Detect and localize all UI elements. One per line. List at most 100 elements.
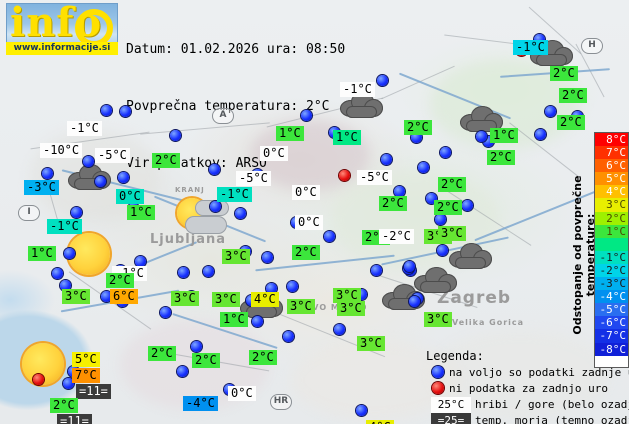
temperature-label: 2°C: [487, 150, 515, 165]
temperature-label: -1°C: [513, 40, 548, 55]
station-dot-available[interactable]: [394, 186, 405, 197]
scale-step: 2°C: [595, 211, 628, 225]
station-dot-available[interactable]: [266, 283, 277, 294]
logo[interactable]: info www.informacije.si: [6, 0, 118, 55]
station-dot-available[interactable]: [120, 106, 131, 117]
temperature-label: 2°C: [192, 353, 220, 368]
station-dot-available[interactable]: [177, 366, 188, 377]
cloud-icon: [447, 241, 493, 269]
station-dot-available[interactable]: [203, 266, 214, 277]
station-dot-available[interactable]: [418, 162, 429, 173]
station-dot-available[interactable]: [371, 265, 382, 276]
logo-url: www.informacije.si: [6, 42, 118, 55]
scale-step: -2°C: [595, 263, 628, 278]
station-dot-available[interactable]: [409, 296, 420, 307]
station-dot-available[interactable]: [42, 168, 53, 179]
temperature-label: 3°C: [62, 289, 90, 304]
station-dot-available[interactable]: [252, 316, 263, 327]
cloud-icon: [412, 265, 458, 293]
station-dot-available[interactable]: [356, 405, 367, 416]
legend-red-dot-text: ni podatka za zadnjo uro: [449, 382, 608, 395]
sea-temperature-label: =11=: [76, 384, 111, 399]
station-dot-available[interactable]: [426, 193, 437, 204]
temperature-label: 3°C: [438, 226, 466, 241]
station-dot-available[interactable]: [160, 307, 171, 318]
legend-hill-chip: 25°C: [431, 397, 471, 413]
legend-row-blue-dot: na voljo so podatki zadnje ure: [424, 365, 629, 381]
scale-step: 5°C: [595, 172, 628, 186]
station-dot-available[interactable]: [178, 267, 189, 278]
station-dot-available[interactable]: [377, 75, 388, 86]
station-dot-available[interactable]: [95, 176, 106, 187]
station-dot-available[interactable]: [63, 378, 74, 389]
legend-blue-dot-text: na voljo so podatki zadnje ure: [449, 366, 629, 379]
station-dot-available[interactable]: [535, 129, 546, 140]
temperature-label: 2°C: [292, 245, 320, 260]
scale-step: -7°C: [595, 329, 628, 343]
legend-title: Legenda:: [426, 349, 484, 363]
station-dot-available[interactable]: [287, 281, 298, 292]
station-dot-available[interactable]: [209, 164, 220, 175]
temperature-label: 3°C: [212, 292, 240, 307]
station-dot-available[interactable]: [440, 147, 451, 158]
temperature-label: 2°C: [152, 153, 180, 168]
station-dot-available[interactable]: [324, 231, 335, 242]
station-dot-available[interactable]: [83, 156, 94, 167]
scale-title-rotated: Odstopanje od povprečne temperature:: [571, 132, 597, 368]
scale-step: -1°C: [595, 250, 628, 264]
station-dot-available[interactable]: [210, 201, 221, 212]
temperature-label: 2°C: [249, 350, 277, 365]
station-dot-available[interactable]: [118, 172, 129, 183]
station-dot-available[interactable]: [283, 331, 294, 342]
scale-step: -4°C: [595, 290, 628, 304]
city-label: KRANJ: [175, 186, 205, 194]
station-dot-available[interactable]: [101, 105, 112, 116]
city-label: Ljubljana: [150, 232, 227, 247]
scale-step: 7°C: [595, 146, 628, 160]
station-dot-no-data[interactable]: [339, 170, 350, 181]
temperature-label: 6°C: [110, 289, 138, 304]
mountain-temperature-label: -5°C: [95, 148, 130, 163]
station-dot-available[interactable]: [52, 268, 63, 279]
station-dot-available[interactable]: [381, 154, 392, 165]
station-dot-available[interactable]: [411, 132, 422, 143]
station-dot-available[interactable]: [356, 289, 367, 300]
station-dot-available[interactable]: [334, 324, 345, 335]
station-dot-available[interactable]: [462, 200, 473, 211]
mountain-temperature-label: -5°C: [236, 171, 271, 186]
legend-sea-chip: =25=: [431, 413, 471, 424]
station-dot-available[interactable]: [534, 34, 545, 45]
temperature-label: 2°C: [148, 346, 176, 361]
temperature-label: 1°C: [28, 246, 56, 261]
station-dot-available[interactable]: [235, 208, 246, 219]
mountain-temperature-label: 0°C: [292, 185, 320, 200]
station-dot-no-data[interactable]: [33, 374, 44, 385]
scale-step: 4°C: [595, 185, 628, 199]
station-dot-available[interactable]: [545, 106, 556, 117]
temperature-label: 5°C: [72, 352, 100, 367]
station-dot-available[interactable]: [483, 136, 494, 147]
station-dot-available[interactable]: [191, 341, 202, 352]
temperature-label: 4°C: [366, 420, 394, 424]
station-dot-available[interactable]: [71, 207, 82, 218]
temperature-label: 3°C: [337, 301, 365, 316]
legend-sea-text: temp. morja (temno ozadje): [475, 414, 629, 424]
station-dot-available[interactable]: [64, 248, 75, 259]
station-dot-available[interactable]: [404, 261, 415, 272]
header-average-temperature: Povprečna temperatura: 2°C: [126, 99, 330, 114]
city-label: Velika Gorica: [452, 318, 525, 327]
station-dot-available[interactable]: [135, 256, 146, 267]
station-dot-available[interactable]: [170, 130, 181, 141]
scale-step: -5°C: [595, 303, 628, 317]
sun-icon: [68, 233, 110, 275]
city-label: Zagreb: [437, 288, 512, 308]
station-dot-available[interactable]: [437, 245, 448, 256]
sea-temperature-label: =11=: [57, 414, 92, 424]
station-dot-available[interactable]: [301, 110, 312, 121]
station-dot-available[interactable]: [262, 252, 273, 263]
temperature-label: -1°C: [47, 219, 82, 234]
station-dot-available[interactable]: [435, 214, 446, 225]
station-dot-available[interactable]: [60, 280, 71, 291]
station-dot-available[interactable]: [476, 131, 487, 142]
station-dot-available[interactable]: [101, 291, 112, 302]
